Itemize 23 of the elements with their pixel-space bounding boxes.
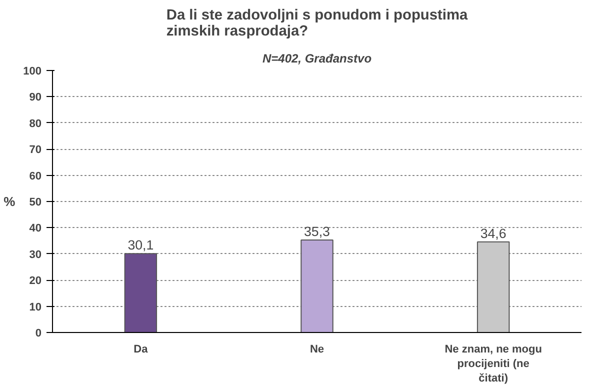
y-axis-title: %: [4, 194, 16, 209]
y-tick-label: 70: [29, 144, 42, 156]
data-label: 30,1: [128, 238, 154, 253]
y-tick-label: 0: [35, 328, 42, 340]
x-tick-label: Ne: [310, 344, 324, 356]
bar: [476, 241, 510, 332]
x-tick-label: Da: [134, 344, 149, 356]
bar: [300, 240, 334, 332]
y-tick-label: 50: [29, 196, 42, 208]
y-tick-label: 10: [29, 301, 42, 314]
data-label: 35,3: [304, 224, 330, 240]
y-tick-label: 40: [29, 222, 42, 235]
y-tick-label: 60: [29, 170, 42, 182]
bar: [124, 253, 158, 332]
y-tick-label: 80: [29, 118, 42, 130]
y-tick-label: 30: [29, 248, 42, 261]
x-tick-label: Ne znam, ne mogu procijeniti (ne čitati): [444, 344, 542, 384]
data-label: 34,6: [480, 226, 506, 241]
y-tick-label: 100: [23, 66, 42, 78]
y-tick-label: 90: [29, 92, 42, 104]
chart-subtitle: N=402, Građanstvo: [262, 52, 372, 66]
chart-title: Da li ste zadovoljni s ponudom i popustima zimskih rasprodaja?: [166, 8, 468, 40]
y-tick-label: 20: [29, 275, 42, 288]
